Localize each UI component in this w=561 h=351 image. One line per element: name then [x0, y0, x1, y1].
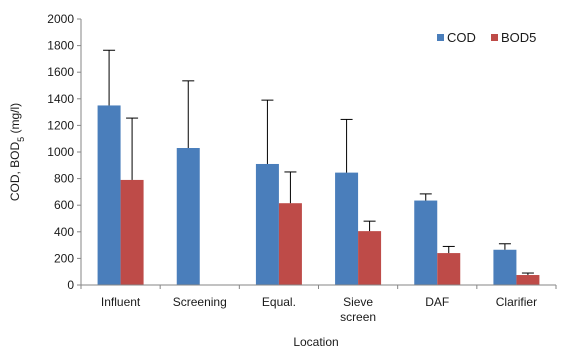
- bar-bod5-5: [437, 253, 461, 285]
- legend-label-bod5: BOD5: [501, 30, 536, 45]
- y-tick-label: 1200: [47, 118, 74, 132]
- bar-cod-6: [493, 249, 517, 285]
- y-tick-label: 1800: [47, 39, 74, 53]
- axes: [77, 18, 557, 289]
- x-tick-label: Influent: [101, 295, 141, 309]
- y-tick-label: 800: [54, 172, 74, 186]
- legend-label-cod: COD: [447, 30, 476, 45]
- x-tick-label: Clarifier: [496, 295, 537, 309]
- x-tick-label: Equal.: [262, 295, 296, 309]
- x-tick-label: DAF: [425, 295, 449, 309]
- legend: COD BOD5: [437, 30, 536, 45]
- bar-bod5-3: [278, 203, 302, 285]
- bar-cod-1: [97, 105, 121, 285]
- y-tick-label: 400: [54, 225, 74, 239]
- x-tick-label: Sieve screen: [340, 295, 376, 324]
- y-tick-label: 200: [54, 251, 74, 265]
- x-axis-title: Location: [293, 335, 338, 349]
- error-bars-layer: [103, 49, 534, 276]
- y-tick-labels: 0 200 400 600 800 1000 1200 1400 1600 1800 2000: [47, 12, 74, 292]
- y-tick-label: 1400: [47, 92, 74, 106]
- bars-layer: [97, 105, 540, 285]
- y-tick-label: 1000: [47, 145, 74, 159]
- y-axis-title: COD, BOD5 (mg/l): [8, 103, 26, 201]
- bar-cod-2: [176, 148, 200, 285]
- x-tick-labels: Influent Screening Equal. Sieve screen DAF Cla…: [101, 295, 537, 324]
- y-tick-label: 2000: [47, 12, 74, 26]
- bar-bod5-1: [120, 179, 144, 285]
- bar-bod5-4: [358, 231, 382, 285]
- y-tick-label: 0: [67, 278, 74, 292]
- bar-cod-3: [255, 163, 279, 285]
- legend-swatch-cod: [437, 34, 444, 41]
- bar-bod5-6: [516, 275, 540, 285]
- x-tick-label: Screening: [173, 295, 227, 309]
- legend-swatch-bod5: [491, 34, 498, 41]
- y-tick-label: 1600: [47, 65, 74, 79]
- y-tick-label: 600: [54, 198, 74, 212]
- bar-cod-4: [335, 172, 359, 285]
- bar-cod-5: [414, 200, 438, 285]
